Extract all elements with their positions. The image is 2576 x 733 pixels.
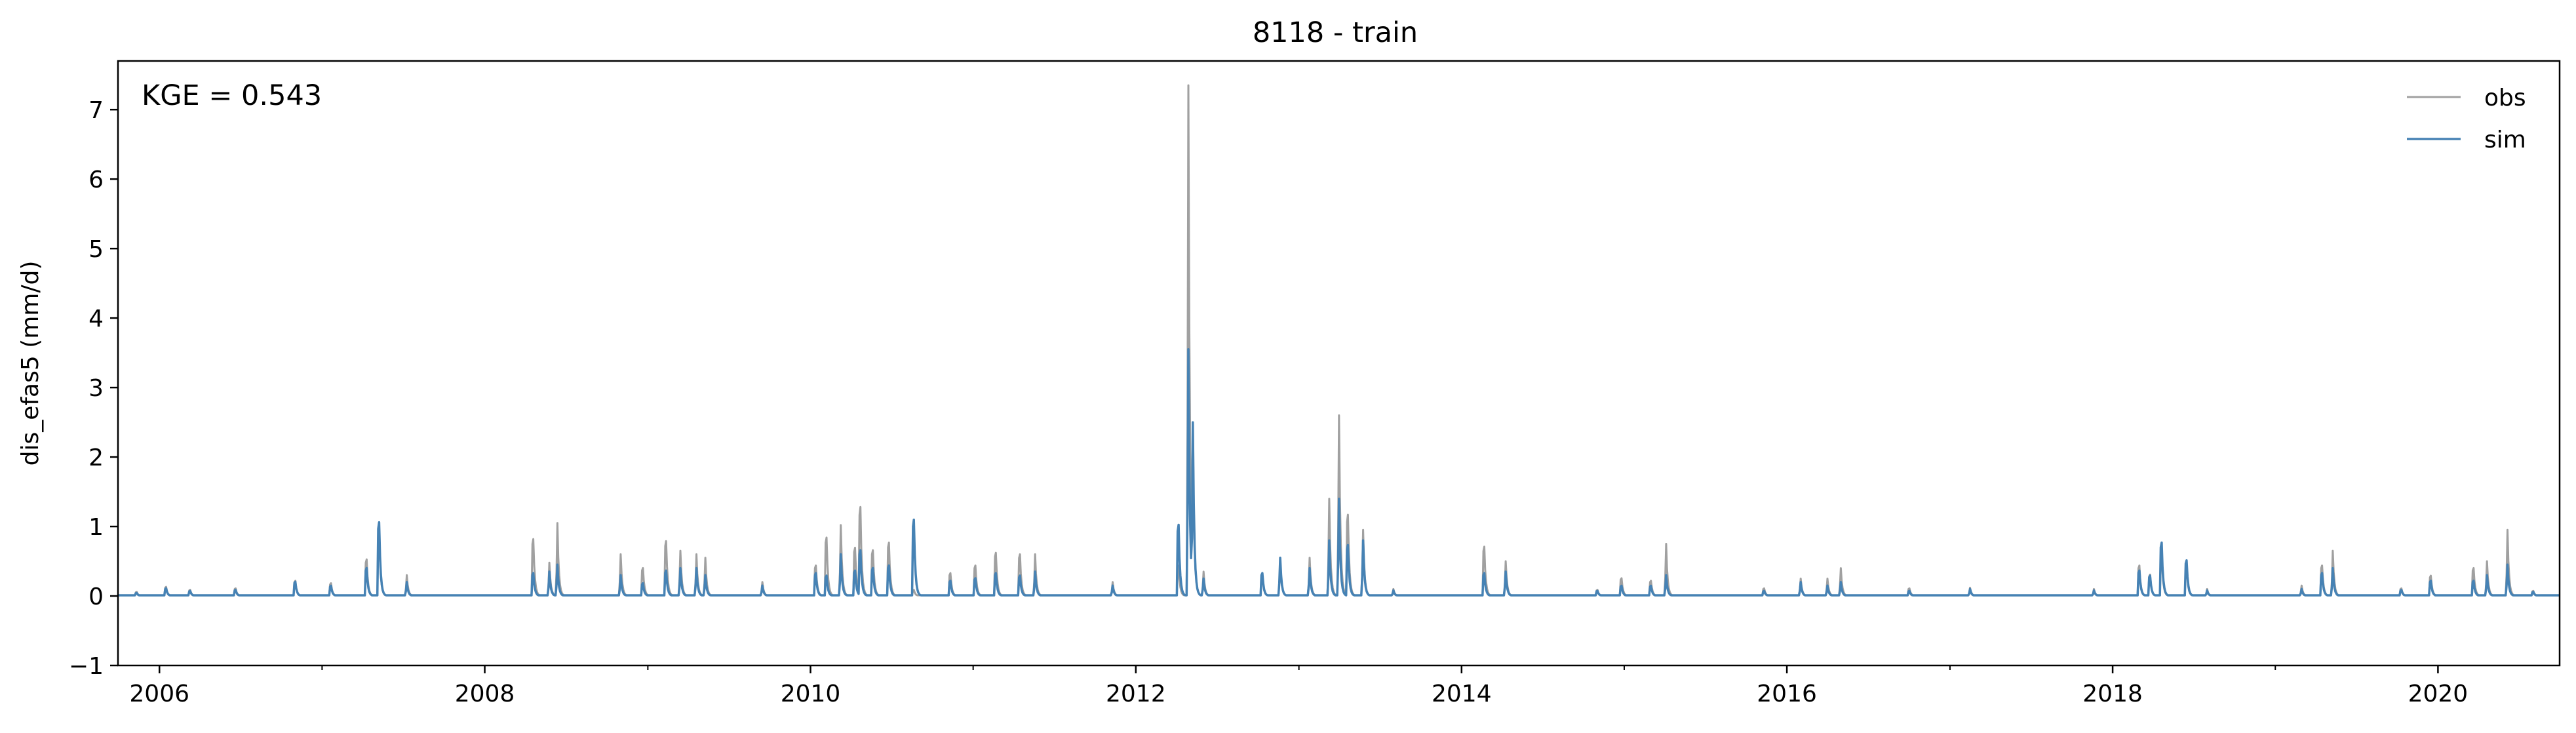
legend: obs sim (2407, 85, 2526, 153)
x-axis: 2006 2008 2010 2012 2014 2016 2018 2020 (129, 665, 2468, 707)
y-tick-label: 2 (88, 445, 104, 471)
x-tick-label: 2020 (2408, 681, 2469, 707)
y-tick-label: 0 (88, 584, 104, 610)
x-tick-label: 2018 (2082, 681, 2143, 707)
y-tick-label: 5 (88, 236, 104, 263)
y-tick-label: 6 (88, 167, 104, 193)
plot-frame (117, 60, 2561, 667)
plot-area (117, 84, 2560, 597)
legend-obs-label: obs (2484, 85, 2526, 111)
y-axis: −1 0 1 2 3 4 5 6 7 (69, 97, 118, 680)
y-tick-label: 3 (88, 375, 104, 402)
x-tick-label: 2010 (781, 681, 841, 707)
y-tick-label: 4 (88, 306, 104, 332)
kge-annotation: KGE = 0.543 (142, 79, 322, 112)
y-tick-label: 1 (88, 514, 104, 541)
y-tick-label: 7 (88, 97, 104, 124)
legend-sim-label: sim (2484, 127, 2526, 153)
x-tick-label: 2014 (1432, 681, 1492, 707)
x-tick-label: 2008 (455, 681, 515, 707)
x-tick-label: 2006 (129, 681, 189, 707)
y-axis-label: dis_efas5 (mm/d) (17, 261, 44, 466)
x-tick-label: 2016 (1757, 681, 1817, 707)
y-tick-label: −1 (69, 653, 104, 680)
chart-title: 8118 - train (1253, 16, 1418, 49)
series-line-sim (117, 348, 2560, 597)
x-tick-label: 2012 (1106, 681, 1166, 707)
